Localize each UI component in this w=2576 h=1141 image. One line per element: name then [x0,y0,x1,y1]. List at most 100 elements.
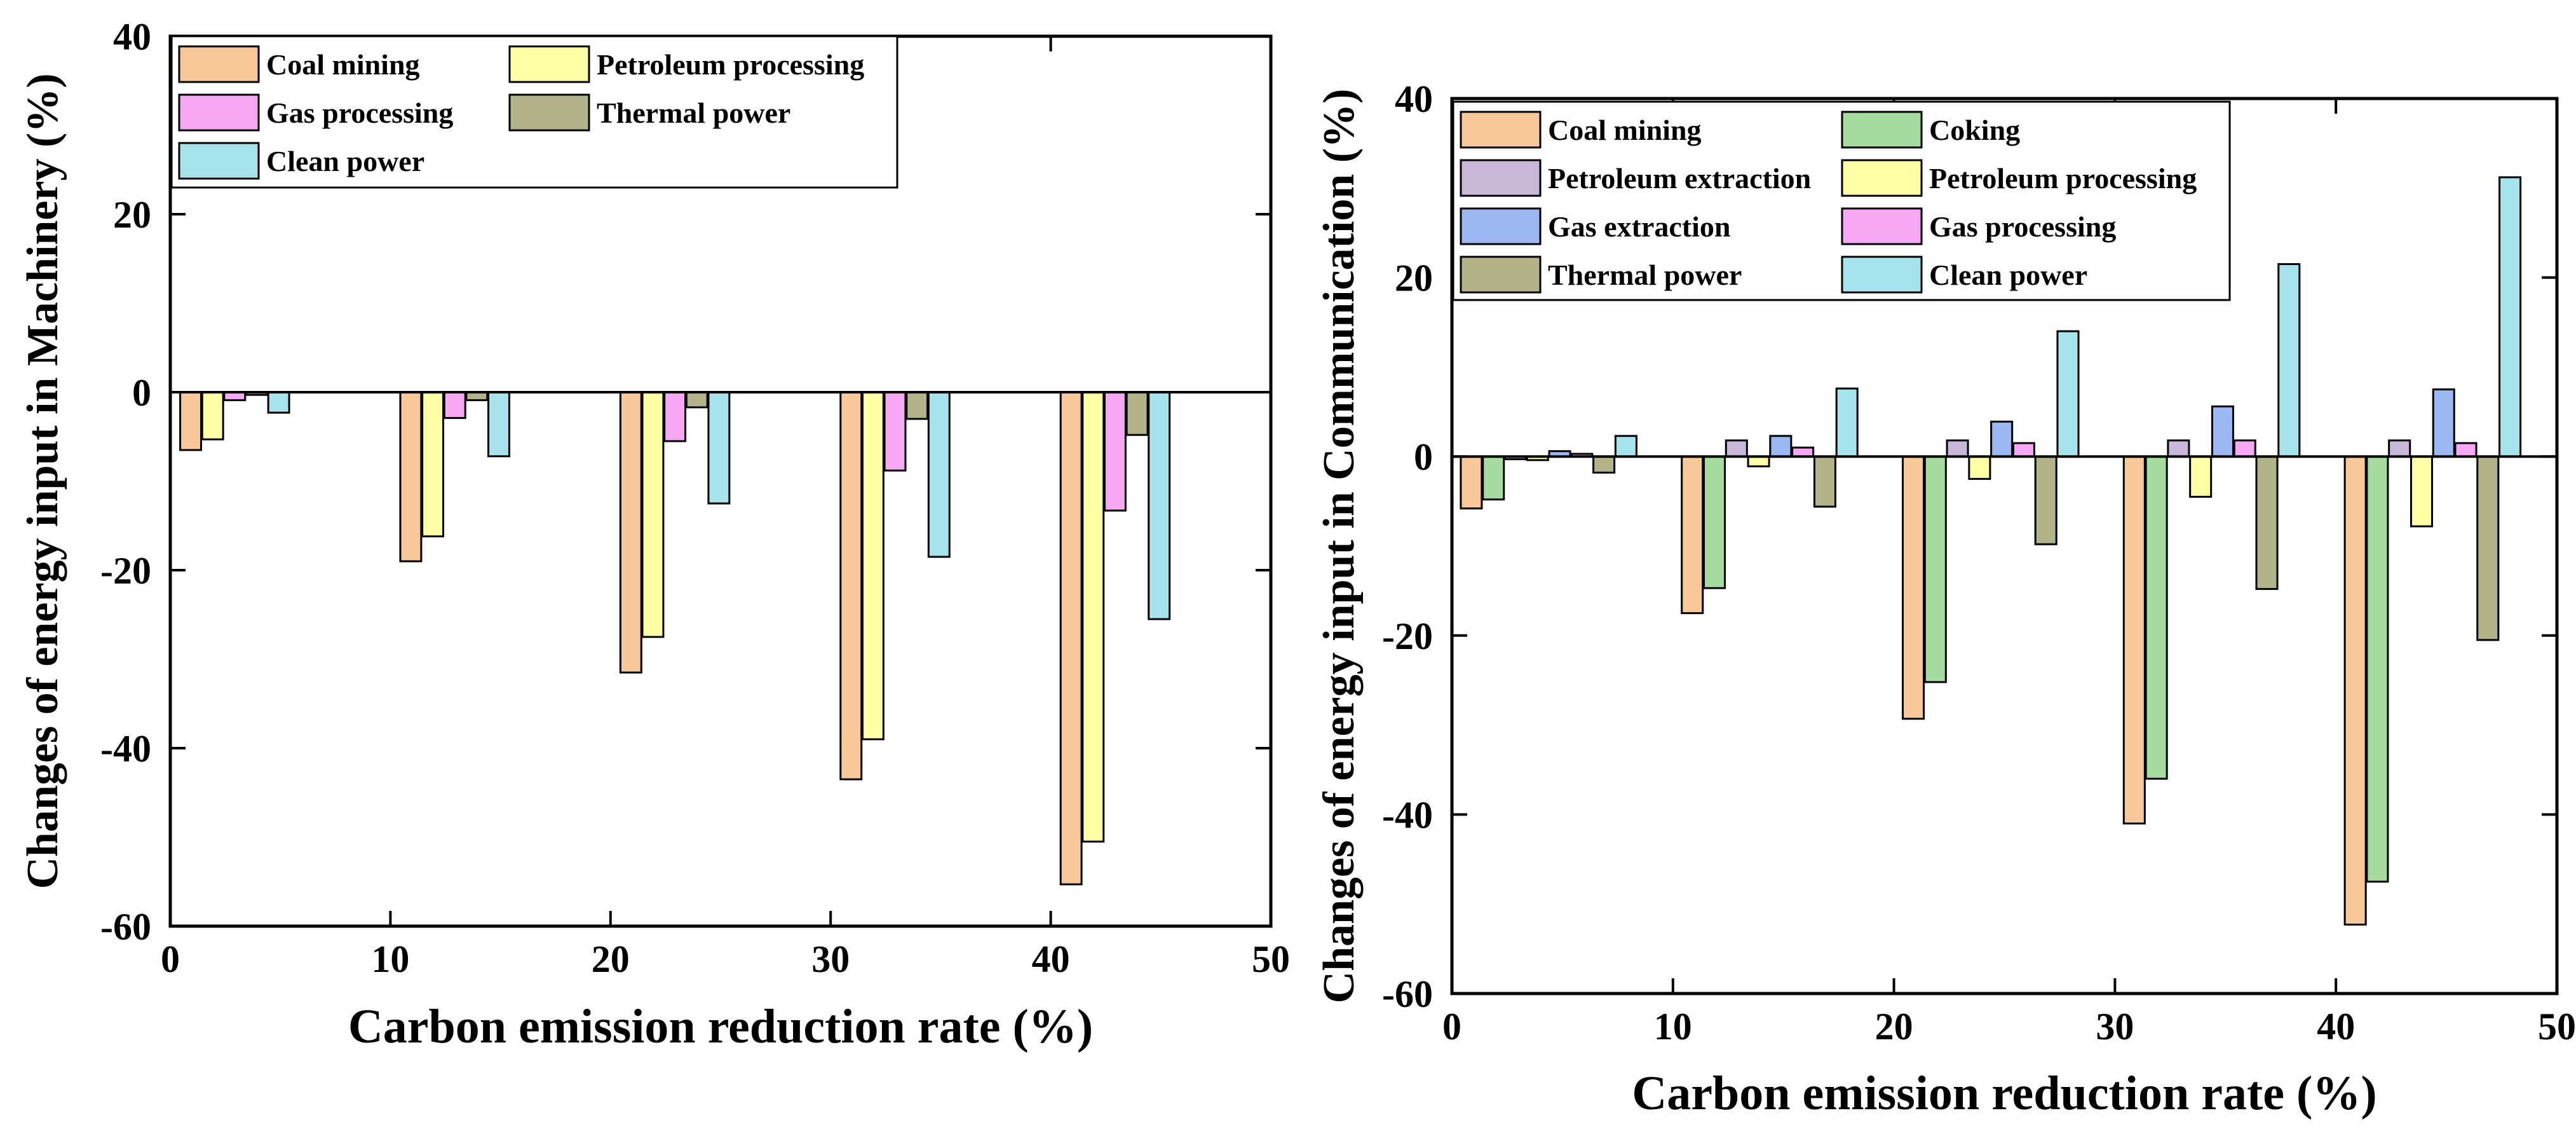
legend-swatch-petroleum-processing [1841,159,1923,197]
bar-clean-power-30 [2056,330,2080,458]
bar-thermal-power-10 [1592,455,1616,474]
bar-petroleum-processing-30 [1968,455,1991,480]
legend-swatch-thermal-power [508,93,590,132]
y-tick-label: 20 [113,194,151,236]
bar-clean-power-20 [487,391,510,458]
legend-swatch-coal-mining [178,45,260,83]
bar-clean-power-20 [1835,387,1859,458]
bar-petroleum-extraction-20 [1725,439,1748,458]
x-tick-label: 0 [1442,1006,1461,1048]
bar-coal-mining-10 [1460,455,1483,510]
bar-gas-processing-40 [2233,439,2256,458]
ticks-group: 0 10 20 30 40 50 -60 -40 -20 0 20 40 [1382,78,2576,1048]
bar-thermal-power-30 [685,391,708,409]
bar-gas-processing-40 [883,391,907,472]
legend-label-clean-power: Clean power [1929,259,2087,291]
bar-thermal-power-20 [1813,455,1836,508]
x-tick-label: 10 [1654,1006,1692,1048]
bar-petroleum-processing-50 [2410,455,2433,528]
legend-label-gas-processing: Gas processing [266,97,453,129]
legend-swatch-coal-mining [1460,111,1542,149]
bar-gas-processing-20 [443,391,466,420]
bar-gas-extraction-50 [2432,388,2455,458]
x-tick-label: 20 [1875,1006,1913,1048]
y-tick-label: 0 [132,372,151,414]
bar-gas-extraction-40 [2211,405,2234,458]
chart-communication: 0 10 20 30 40 50 -60 -40 -20 0 20 40 Carbon emission… [1315,78,2576,1120]
legend-swatch-gas-extraction [1460,207,1542,245]
legend-label-thermal-power: Thermal power [1548,259,1742,291]
bar-petroleum-extraction-30 [1946,439,1969,458]
x-tick-label: 0 [161,938,180,980]
bars-group [179,391,1171,885]
x-tick-label: 20 [592,938,630,980]
bar-gas-processing-30 [663,391,687,442]
bar-thermal-power-50 [1125,391,1149,436]
bar-coal-mining-20 [399,391,423,563]
y-tick-label: 0 [1414,436,1433,478]
bar-thermal-power-30 [2034,455,2057,545]
ticks-group: 0 10 20 30 40 50 -60 -40 -20 0 20 40 [100,16,1290,980]
bar-petroleum-processing-20 [1747,455,1770,468]
legend-swatch-thermal-power [1460,256,1542,294]
bar-clean-power-10 [267,391,290,414]
legend-label-petroleum-processing: Petroleum processing [1929,162,2197,195]
bar-coal-mining-20 [1681,455,1704,615]
bar-petroleum-processing-20 [421,391,445,538]
legend-swatch-gas-processing [178,93,260,132]
legend: Coal mining Coking Petroleum extraction Pet… [1452,100,2231,301]
bar-gas-extraction-30 [1990,420,2014,458]
legend-label-coal-mining: Coal mining [1548,114,1702,146]
legend-swatch-gas-processing [1841,207,1923,245]
bar-petroleum-extraction-40 [2167,439,2190,458]
bar-gas-processing-30 [2012,442,2035,458]
bar-thermal-power-40 [905,391,929,420]
y-tick-label: -20 [100,550,151,592]
bar-thermal-power-40 [2255,455,2279,591]
chart-machinery: 0 10 20 30 40 50 -60 -40 -20 0 20 40 Carbon emission… [18,16,1290,1053]
bar-clean-power-30 [707,391,731,505]
y-tick-label: 20 [1395,257,1433,299]
legend-label-gas-extraction: Gas extraction [1548,210,1730,243]
bar-clean-power-50 [2498,176,2522,458]
bar-coal-mining-10 [179,391,202,451]
bar-petroleum-extraction-50 [2388,439,2411,458]
y-tick-label: 40 [113,16,151,58]
bar-petroleum-processing-40 [861,391,885,741]
y-tick-label: -60 [100,906,151,948]
bar-coking-50 [2366,455,2389,883]
bar-coal-mining-40 [2122,455,2146,824]
bar-coal-mining-50 [1059,391,1083,885]
y-tick-label: 40 [1395,78,1433,120]
legend-label-thermal-power: Thermal power [597,97,790,129]
legend-label-coking: Coking [1929,114,2020,146]
legend-swatch-petroleum-processing [508,45,590,83]
bars-group [1460,176,2522,926]
bar-gas-processing-50 [2454,442,2478,458]
bar-gas-processing-20 [1791,446,1815,458]
bar-gas-extraction-20 [1769,435,1793,458]
bar-coal-mining-30 [1902,455,1925,720]
bar-clean-power-50 [1148,391,1171,620]
bar-thermal-power-50 [2476,455,2500,641]
bar-clean-power-40 [927,391,951,558]
y-tick-label: -40 [100,728,151,770]
x-tick-label: 50 [1252,938,1290,980]
legend-label-coal-mining: Coal mining [266,48,420,81]
legend: Coal mining Petroleum processing Gas proce… [170,35,898,189]
bar-coking-10 [1482,455,1505,501]
y-axis-title: Changes of energy input in Communication… [1315,89,1364,1004]
legend-label-petroleum-processing: Petroleum processing [597,48,864,81]
x-axis-title: Carbon emission reduction rate (%) [348,1000,1093,1053]
x-tick-label: 30 [2096,1006,2134,1048]
legend-label-gas-processing: Gas processing [1929,210,2116,243]
legend-label-petroleum-extraction: Petroleum extraction [1548,162,1811,195]
bar-clean-power-10 [1614,435,1637,458]
x-tick-label: 10 [371,938,409,980]
y-axis-title: Changes of energy input in Machinery (%) [18,73,67,889]
x-tick-label: 40 [1032,938,1070,980]
bar-coal-mining-50 [2343,455,2367,926]
x-tick-label: 40 [2317,1006,2355,1048]
legend-swatch-clean-power [178,142,260,180]
